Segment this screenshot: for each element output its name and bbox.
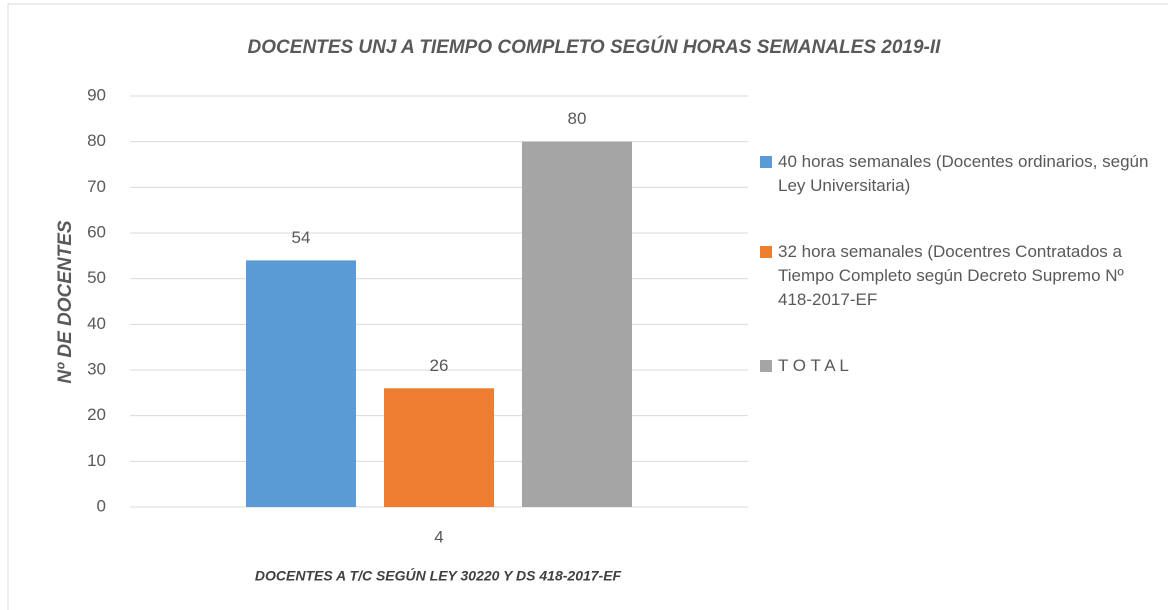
y-tick-label: 80 [87,131,106,150]
y-tick-label: 30 [87,359,106,378]
legend-swatch [760,360,772,372]
legend-swatch [760,156,772,168]
x-axis-title: DOCENTES A T/C SEGÚN LEY 30220 Y DS 418-… [255,567,622,584]
chart-title: DOCENTES UNJ A TIEMPO COMPLETO SEGÚN HOR… [248,36,942,58]
legend-swatch [760,246,772,258]
legend: 40 horas semanales (Docentes ordinarios,… [760,150,1160,420]
legend-item: 32 hora semanales (Docentres Contratados… [760,240,1160,312]
y-axis-title: Nº DE DOCENTES [55,220,76,384]
x-tick-label: 4 [434,527,443,546]
bar [384,388,494,507]
legend-label: 40 horas semanales (Docentes ordinarios,… [778,152,1149,195]
data-label: 54 [292,228,311,247]
legend-item: T O T A L [760,354,1160,378]
bar [246,260,356,507]
y-tick-label: 60 [87,222,106,241]
y-tick-label: 70 [87,177,106,196]
y-tick-label: 40 [87,314,106,333]
y-tick-label: 50 [87,268,106,287]
y-tick-label: 20 [87,405,106,424]
bar [522,141,632,507]
y-tick-label: 0 [97,496,106,515]
y-tick-label: 90 [87,85,106,104]
data-label: 26 [430,356,449,375]
data-label: 80 [568,109,587,128]
legend-label: T O T A L [778,356,849,375]
legend-label: 32 hora semanales (Docentres Contratados… [778,242,1124,309]
legend-item: 40 horas semanales (Docentes ordinarios,… [760,150,1160,198]
y-tick-label: 10 [87,451,106,470]
